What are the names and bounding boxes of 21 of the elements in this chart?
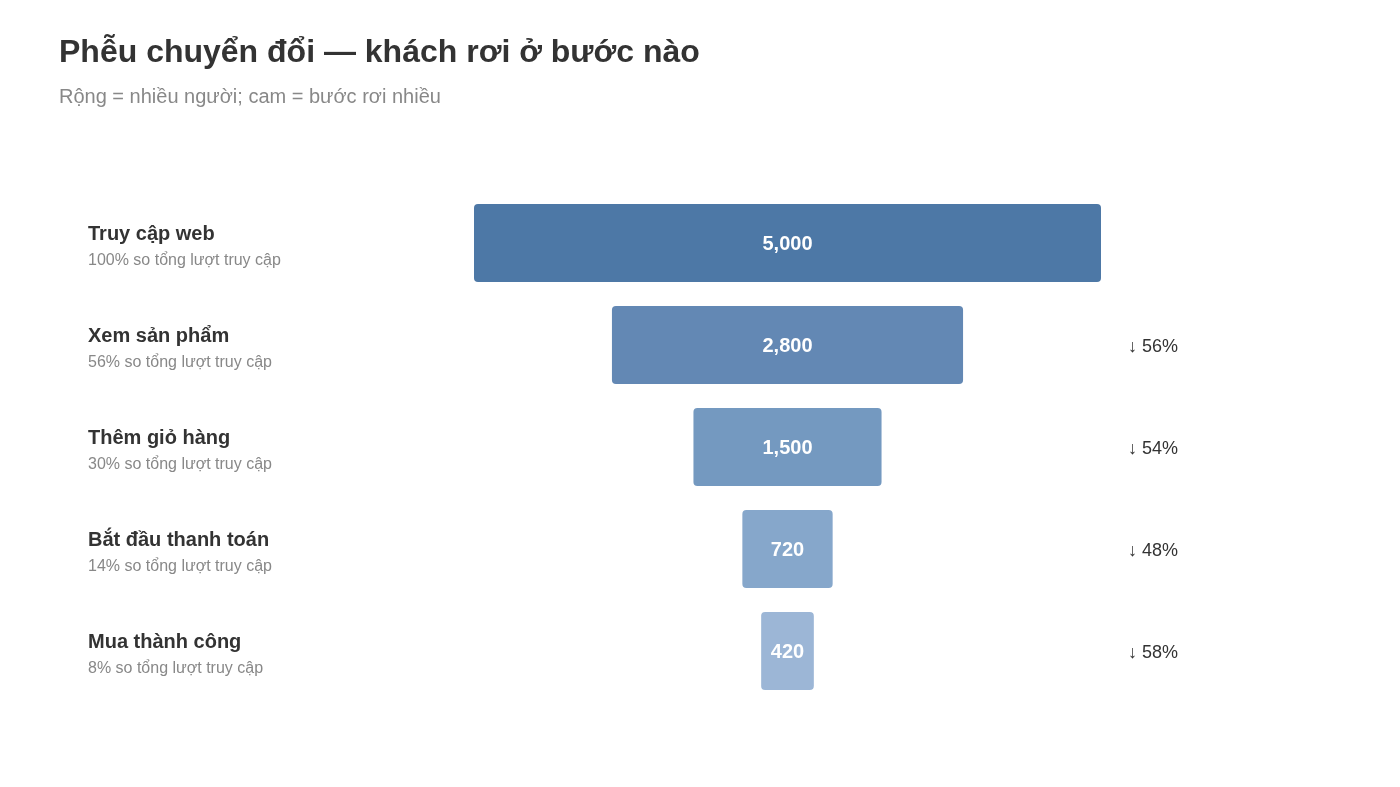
category-label: Bắt đầu thanh toán bbox=[88, 526, 270, 550]
text: Rộng = nhiều người; cam = bước rơi nhiều bbox=[59, 85, 441, 108]
text: ↓ 54% bbox=[1128, 437, 1179, 458]
text: 100% so tổng lượt truy cập bbox=[88, 251, 281, 269]
text: 30% so tổng lượt truy cập bbox=[88, 455, 272, 473]
data-label: 5,000 bbox=[762, 231, 813, 254]
data-label: 1,500 bbox=[762, 435, 813, 458]
category-label: Mua thành công bbox=[88, 629, 242, 652]
text: 56% so tổng lượt truy cập bbox=[88, 353, 272, 371]
text: ↓ 56% bbox=[1128, 335, 1179, 356]
text: ↓ 48% bbox=[1128, 539, 1179, 560]
text: 8% so tổng lượt truy cập bbox=[88, 659, 264, 677]
category-label: Thêm giỏ hàng bbox=[88, 425, 231, 448]
text: 14% so tổng lượt truy cập bbox=[88, 557, 272, 575]
data-label: 720 bbox=[770, 537, 805, 560]
text: ↓ 58% bbox=[1128, 641, 1179, 662]
data-label: 2,800 bbox=[762, 333, 813, 356]
category-label: Xem sản phẩm bbox=[88, 323, 230, 346]
data-label: 420 bbox=[770, 639, 805, 662]
text: Phễu chuyển đổi — khách rơi ở bước nào bbox=[59, 33, 700, 70]
category-label: Truy cập web bbox=[88, 221, 215, 244]
